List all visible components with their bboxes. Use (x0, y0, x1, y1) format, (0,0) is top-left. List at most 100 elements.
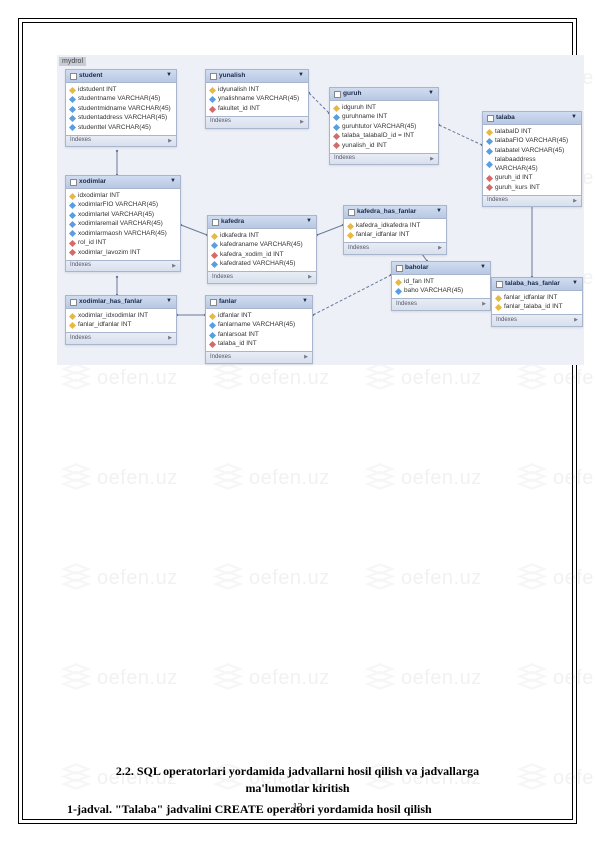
column-label: xodimlarmaosh VARCHAR(45) (78, 230, 167, 238)
column-icon (69, 202, 76, 209)
fk-icon (333, 142, 340, 149)
watermark-cell: oefen.uz (365, 663, 482, 693)
watermark-cell: oefen.uz (61, 363, 178, 393)
er-diagram-canvas: mydrol student▼idstudent INTstudentname … (57, 55, 584, 365)
connector-line (313, 275, 391, 315)
heading-line-1: 2.2. SQL operatorlari yordamida jadvalla… (63, 763, 532, 780)
entity-indexes-footer[interactable]: Indexes▶ (344, 242, 446, 254)
entity-title: talaba (496, 114, 515, 122)
watermark-text: oefen.uz (553, 367, 595, 390)
entity-column: idfanlar INT (206, 311, 312, 320)
connector-line (439, 125, 482, 145)
watermark-text: oefen.uz (97, 367, 178, 390)
entity-talaba[interactable]: talaba▼talabaID INTtalabaFIO VARCHAR(45)… (482, 111, 582, 207)
entity-column: talaba_talabaID_id = INT (330, 132, 438, 141)
entity-column: xodimlaremail VARCHAR(45) (66, 220, 180, 229)
entity-column: baho VARCHAR(45) (392, 287, 490, 296)
entity-column: rol_id INT (66, 239, 180, 248)
pk-icon (69, 313, 76, 320)
column-label: kafedra_idkafedra INT (356, 222, 420, 230)
chevron-right-icon: ▶ (430, 156, 434, 163)
entity-header[interactable]: xodimlar_has_fanlar▼ (66, 296, 176, 309)
entity-indexes-footer[interactable]: Indexes▶ (66, 332, 176, 344)
entity-header[interactable]: talaba ▼ (483, 112, 581, 125)
entity-column: xodimlarFIO VARCHAR(45) (66, 201, 180, 210)
column-label: xodimlartel VARCHAR(45) (78, 211, 154, 219)
column-label: id_fan INT (404, 278, 434, 286)
column-icon (395, 288, 402, 295)
column-label: studentmidname VARCHAR(45) (78, 105, 171, 113)
entity-indexes-footer[interactable]: Indexes▶ (66, 260, 180, 272)
entity-title: xodimlar (79, 178, 106, 186)
entity-baholar[interactable]: baholar▼ id_fan INTbaho VARCHAR(45) Indexe… (391, 261, 491, 311)
column-icon (69, 230, 76, 237)
chevron-down-icon: ▼ (436, 208, 442, 216)
entity-fanlar[interactable]: fanlar▼ idfanlar INTfanlarname VARCHAR(45… (205, 295, 313, 364)
watermark-icon (213, 363, 243, 393)
entity-kafedra_has_fanlar[interactable]: kafedra_has_fanlar▼ kafedra_idkafedra INT… (343, 205, 447, 255)
table-icon (70, 73, 77, 80)
entity-header[interactable]: kafedra▼ (208, 216, 316, 229)
watermark-cell: oefen.uz (365, 463, 482, 493)
entity-indexes-footer[interactable]: Indexes▶ (330, 153, 438, 165)
column-label: talabaaddress VARCHAR(45) (495, 156, 577, 173)
entity-guruh[interactable]: guruh▼idguruh INTguruhname INTguruhtutor… (329, 87, 439, 165)
entity-kafedra[interactable]: kafedra▼idkafedra INTkafedraname VARCHAR… (207, 215, 317, 284)
entity-student[interactable]: student▼idstudent INTstudentname VARCHAR… (65, 69, 177, 147)
column-label: yunalish_id INT (342, 142, 387, 150)
entity-column: studenttel VARCHAR(45) (66, 123, 176, 132)
column-label: idkafedra INT (220, 232, 259, 240)
entity-header[interactable]: fanlar▼ (206, 296, 312, 309)
pk-icon (495, 295, 502, 302)
entity-header[interactable]: yunalish▼ (206, 70, 308, 83)
chevron-down-icon: ▼ (166, 298, 172, 306)
entity-column: talabaFIO VARCHAR(45) (483, 137, 581, 146)
entity-column: talaba_id INT (206, 340, 312, 349)
column-label: baho VARCHAR(45) (404, 287, 463, 295)
entity-title: kafedra (221, 218, 244, 226)
column-label: fanlarname VARCHAR(45) (218, 321, 295, 329)
entity-xodimlar[interactable]: xodimlar▼idxodimlar INTxodimlarFIO VARCH… (65, 175, 181, 272)
entity-indexes-footer[interactable]: Indexes▶ (483, 195, 581, 207)
table-icon (70, 299, 77, 306)
entity-indexes-footer[interactable]: Indexes▶ (208, 271, 316, 283)
entity-indexes-footer[interactable]: Indexes▶ (206, 351, 312, 363)
entity-xodimlar_has_fanlar[interactable]: xodimlar_has_fanlar▼ xodimlar_idxodimlar … (65, 295, 177, 345)
pk-icon (495, 304, 502, 311)
entity-column: fanlar_idfanlar INT (66, 321, 176, 330)
entity-header[interactable]: student▼ (66, 70, 176, 83)
entity-title: talaba_has_fanlar (505, 280, 560, 288)
indexes-label: Indexes (396, 301, 417, 309)
chevron-right-icon: ▶ (574, 317, 578, 324)
connector-endpoint (116, 276, 118, 278)
chevron-right-icon: ▶ (168, 335, 172, 342)
entity-header[interactable]: xodimlar▼ (66, 176, 180, 189)
indexes-label: Indexes (348, 245, 369, 253)
chevron-down-icon: ▼ (571, 114, 577, 122)
entity-column: idstudent INT (66, 85, 176, 94)
entity-header[interactable]: kafedra_has_fanlar▼ (344, 206, 446, 219)
watermark-icon (365, 563, 395, 593)
column-label: guruh_kurs INT (495, 184, 540, 192)
entity-yunalish[interactable]: yunalish▼idyunalish INTynalishname VARCH… (205, 69, 309, 129)
entity-column: yunalish_id INT (330, 141, 438, 150)
entity-header[interactable]: talaba_has_fanlar▼ (492, 278, 582, 291)
entity-header[interactable]: guruh▼ (330, 88, 438, 101)
entity-column: xodimlar_idxodimlar INT (66, 311, 176, 320)
entity-indexes-footer[interactable]: Indexes▶ (66, 135, 176, 147)
column-icon (69, 115, 76, 122)
fk-icon (209, 341, 216, 348)
entity-body: idxodimlar INTxodimlarFIO VARCHAR(45)xod… (66, 189, 180, 259)
entity-talaba_has_fanlar[interactable]: talaba_has_fanlar▼fanlar_idfanlar INTfan… (491, 277, 583, 327)
watermark-cell: oefen.uz (61, 663, 178, 693)
entity-indexes-footer[interactable]: Indexes▶ (392, 298, 490, 310)
watermark-text: oefen.uz (401, 667, 482, 690)
watermark-text: oefen.uz (401, 467, 482, 490)
entity-indexes-footer[interactable]: Indexes▶ (206, 116, 308, 128)
fk-icon (211, 251, 218, 258)
entity-body: idguruh INTguruhname INTguruhtutor VARCH… (330, 101, 438, 152)
entity-header[interactable]: baholar▼ (392, 262, 490, 275)
fk-icon (69, 240, 76, 247)
column-label: idxodimlar INT (78, 192, 120, 200)
entity-indexes-footer[interactable]: Indexes▶ (492, 314, 582, 326)
